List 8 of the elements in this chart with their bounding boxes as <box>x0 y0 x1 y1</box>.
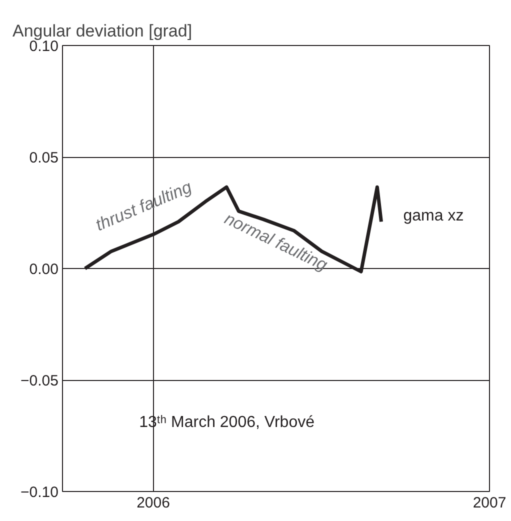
x-tick-label: 2006 <box>136 494 170 512</box>
y-axis-title: Angular deviation [grad] <box>12 22 192 40</box>
y-tick-label: 0.05 <box>29 150 59 166</box>
x-tick-label: 2007 <box>472 494 506 512</box>
y-tick-label: −0.05 <box>20 372 59 390</box>
y-tick-label: −0.10 <box>20 484 59 501</box>
y-tick-label: 0.00 <box>29 261 59 278</box>
series-label: gama xz <box>403 208 464 225</box>
